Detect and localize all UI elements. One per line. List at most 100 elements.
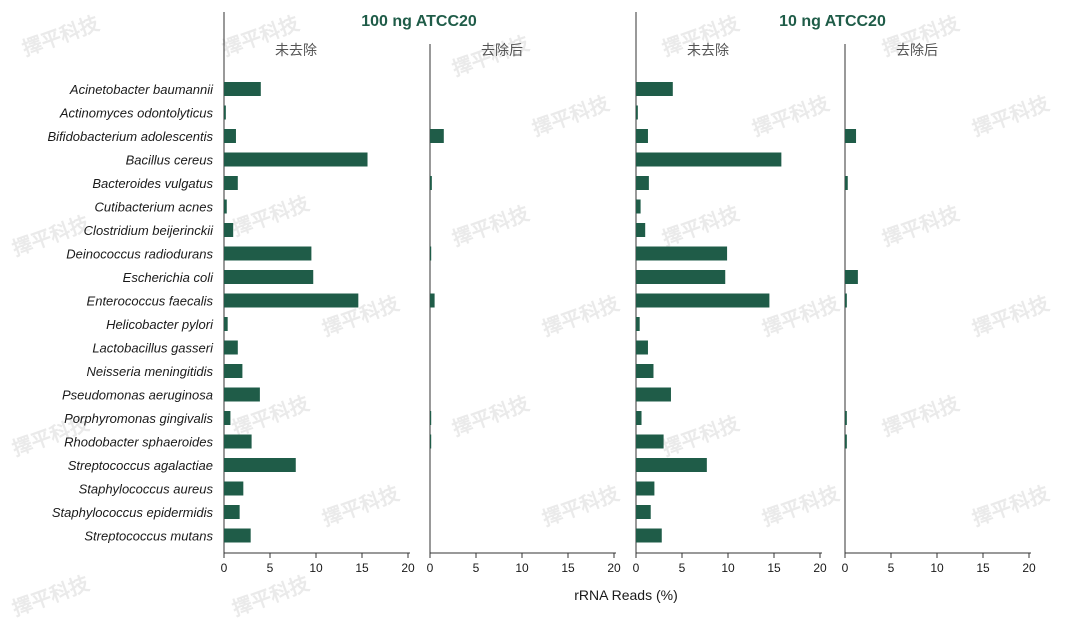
x-tick-label: 10 — [309, 561, 323, 575]
panel-subtitle: 未去除 — [687, 43, 729, 59]
bar — [636, 246, 728, 261]
bar — [636, 411, 642, 425]
bar — [636, 152, 782, 167]
bar — [224, 505, 240, 519]
bar — [224, 364, 243, 378]
x-tick-label: 5 — [473, 561, 480, 575]
category-label: Staphylococcus aureus — [79, 482, 214, 497]
x-tick-label: 15 — [355, 561, 369, 575]
category-label: Lactobacillus gasseri — [92, 341, 214, 356]
group-title: 100 ng ATCC20 — [361, 13, 477, 30]
category-label: Streptococcus agalactiae — [68, 458, 213, 473]
x-tick-label: 5 — [679, 561, 686, 575]
x-tick-label: 20 — [813, 561, 827, 575]
bar — [636, 481, 655, 496]
bar — [430, 434, 432, 449]
bar — [636, 176, 649, 190]
bar — [224, 152, 368, 167]
category-label: Actinomyces odontolyticus — [59, 106, 214, 121]
x-tick-label: 0 — [633, 561, 640, 575]
bar — [636, 293, 770, 308]
bar — [224, 434, 252, 449]
x-tick-label: 10 — [515, 561, 529, 575]
x-axis-title: rRNA Reads (%) — [574, 587, 677, 603]
category-label: Acinetobacter baumannii — [69, 82, 214, 97]
x-tick-label: 15 — [561, 561, 575, 575]
category-label: Streptococcus mutans — [84, 529, 213, 544]
bar — [224, 270, 314, 284]
bar — [224, 528, 251, 543]
category-label: Bacillus cereus — [126, 153, 214, 168]
bar — [224, 340, 238, 355]
category-label: Neisseria meningitidis — [87, 364, 214, 379]
category-label: Escherichia coli — [123, 270, 214, 285]
bar — [636, 270, 726, 284]
bar — [636, 105, 638, 120]
bar — [430, 176, 432, 190]
x-tick-label: 0 — [842, 561, 849, 575]
bar — [430, 293, 435, 308]
bar — [224, 293, 359, 308]
bar — [224, 82, 261, 96]
bar — [845, 270, 858, 284]
bar — [224, 129, 236, 143]
bar — [845, 129, 857, 143]
x-tick-label: 20 — [401, 561, 415, 575]
bar — [224, 199, 227, 214]
category-label: Porphyromonas gingivalis — [64, 411, 213, 426]
bar — [224, 481, 244, 496]
bar — [636, 528, 662, 543]
bar — [636, 434, 664, 449]
bar — [636, 505, 651, 519]
bar — [636, 340, 648, 355]
bar — [845, 434, 847, 449]
bar — [636, 199, 641, 214]
x-tick-label: 15 — [976, 561, 990, 575]
category-label: Cutibacterium acnes — [95, 200, 214, 215]
x-tick-label: 5 — [267, 561, 274, 575]
bar — [636, 387, 671, 402]
bar — [845, 411, 847, 425]
category-label: Pseudomonas aeruginosa — [62, 388, 213, 403]
category-label: Rhodobacter sphaeroides — [64, 435, 213, 450]
bar — [224, 246, 312, 261]
bar — [636, 129, 648, 143]
category-label: Staphylococcus epidermidis — [52, 505, 214, 520]
bar — [224, 176, 238, 190]
bar — [636, 82, 673, 96]
panel-subtitle: 去除后 — [481, 43, 523, 59]
panel-subtitle: 去除后 — [896, 43, 938, 59]
bar — [224, 317, 228, 331]
category-label: Deinococcus radiodurans — [66, 247, 213, 262]
group-title: 10 ng ATCC20 — [779, 13, 886, 30]
x-tick-label: 15 — [767, 561, 781, 575]
bar — [224, 105, 226, 120]
bar — [845, 176, 848, 190]
x-tick-label: 0 — [221, 561, 228, 575]
bar — [636, 317, 640, 331]
bar — [224, 411, 231, 425]
x-tick-label: 10 — [721, 561, 735, 575]
rrna-reads-bar-chart: Acinetobacter baumannii Actinomyces odont… — [48, 12, 1036, 603]
bar — [430, 246, 432, 261]
x-tick-label: 5 — [888, 561, 895, 575]
bar — [224, 223, 234, 237]
bar — [636, 458, 707, 472]
x-tick-label: 10 — [930, 561, 944, 575]
panel-subtitle: 未去除 — [275, 43, 317, 59]
category-label: Bifidobacterium adolescentis — [48, 129, 214, 144]
bar — [430, 129, 444, 143]
x-tick-label: 20 — [607, 561, 621, 575]
category-label: Helicobacter pylori — [106, 317, 214, 332]
bar — [224, 387, 260, 402]
bar — [636, 364, 654, 378]
category-label: Bacteroides vulgatus — [92, 176, 213, 191]
category-label: Clostridium beijerinckii — [84, 223, 214, 238]
bar — [636, 223, 646, 237]
bar — [224, 458, 296, 472]
x-tick-label: 20 — [1022, 561, 1036, 575]
x-tick-label: 0 — [427, 561, 434, 575]
bar — [430, 411, 432, 425]
category-label: Enterococcus faecalis — [87, 294, 214, 309]
bar — [845, 293, 847, 308]
